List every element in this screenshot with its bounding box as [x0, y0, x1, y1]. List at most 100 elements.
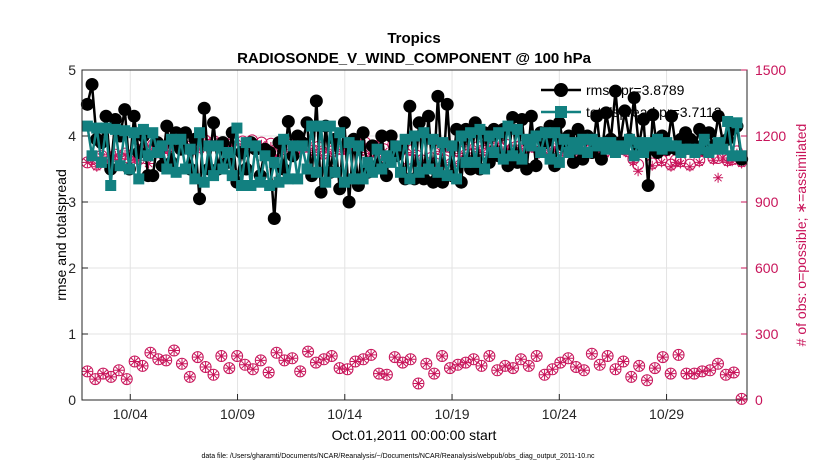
totalspread-point [637, 147, 649, 158]
obs-assimilated-point [405, 354, 416, 365]
rmse-point [552, 116, 566, 130]
obs-assimilated-point [334, 363, 345, 374]
totalspread-point [427, 133, 439, 145]
series-5 [82, 345, 747, 404]
totalspread-point [441, 170, 453, 182]
totalspread-point [254, 176, 266, 188]
rmse-point [665, 109, 679, 123]
obs-assimilated-point [200, 362, 211, 372]
obs-assimilated-point [106, 371, 116, 382]
obs-assimilated-point [303, 346, 314, 357]
totalspread-point [394, 166, 406, 178]
rmse-point [641, 179, 655, 192]
obs-assimilated-point [571, 362, 582, 372]
obs-assimilated-point [586, 348, 597, 359]
totalspread-point [250, 140, 262, 152]
x-tick-label: 10/24 [542, 406, 577, 422]
y-right-tick-label: 0 [755, 392, 763, 408]
obs-possible-point [711, 357, 724, 370]
totalspread-point [404, 173, 416, 185]
obs-possible-point [656, 351, 669, 364]
totalspread-point [726, 150, 738, 162]
obs-assimilated-point [381, 369, 392, 380]
totalspread-point [535, 147, 547, 158]
rmse-point [85, 78, 99, 92]
totalspread-point [357, 173, 369, 185]
obs-assimilated-point [311, 357, 321, 368]
obs-assimilated-point [137, 360, 148, 371]
totalspread-point [488, 147, 500, 158]
totalspread-point [609, 147, 621, 158]
y-right-tick-label: 900 [755, 194, 779, 210]
rmse-point [267, 212, 281, 225]
obs-assimilated-point [484, 351, 495, 361]
totalspread-point [324, 120, 336, 132]
obs-assimilated-point [169, 345, 180, 356]
totalspread-point [385, 156, 397, 168]
totalspread-point [240, 137, 252, 149]
totalspread-point [731, 117, 743, 129]
obs-assimilated-point [389, 352, 400, 363]
totalspread-point [334, 127, 346, 139]
y-left-tick-label: 1 [68, 326, 76, 342]
totalspread-point [273, 176, 285, 188]
x-axis-label: Oct.01,2011 00:00:00 start [332, 427, 497, 443]
obs-assimilated-point [271, 347, 282, 358]
obs-assimilated-point [684, 161, 695, 172]
totalspread-point [222, 147, 234, 158]
totalspread-point [451, 173, 463, 185]
obs-possible-point [254, 354, 267, 367]
totalspread-point [320, 176, 332, 188]
obs-possible-point [554, 356, 567, 369]
rmse-point [412, 116, 426, 130]
rmse-point [422, 109, 436, 123]
obs-assimilated-point [476, 360, 487, 371]
obs-assimilated-point [129, 356, 140, 367]
obs-assimilated-point [618, 356, 629, 367]
obs-assimilated-point [240, 359, 250, 370]
obs-possible-point [601, 350, 614, 362]
obs-possible-point [317, 353, 330, 366]
rmse-point [618, 104, 632, 118]
rmse-point [197, 101, 211, 115]
totalspread-point [226, 170, 238, 182]
obs-assimilated-point [563, 353, 574, 364]
totalspread-point [278, 133, 290, 145]
obs-assimilated-point [350, 356, 361, 367]
totalspread-point [530, 130, 542, 142]
obs-possible-point [302, 345, 315, 358]
legend-totalspread-label: totalspread pr=3.7112 [586, 104, 722, 120]
rmse-point [80, 97, 94, 111]
legend-totalspread-marker [555, 106, 567, 118]
obs-assimilated-point [255, 355, 266, 366]
obs-assimilated-point [705, 365, 716, 376]
totalspread-point [362, 156, 374, 168]
obs-assimilated-point [216, 351, 227, 361]
totalspread-point [511, 123, 523, 135]
totalspread-point [203, 140, 215, 152]
obs-possible-point [231, 350, 244, 362]
obs-possible-point [380, 368, 393, 381]
totalspread-point [189, 173, 201, 185]
totalspread-point [296, 140, 308, 152]
totalspread-point [390, 140, 402, 152]
obs-assimilated-point [224, 363, 235, 374]
rmse-point [608, 84, 622, 98]
obs-possible-point [593, 358, 606, 371]
obs-possible-point [191, 351, 204, 364]
obs-assimilated-point [208, 369, 219, 380]
obs-assimilated-point [708, 155, 719, 166]
totalspread-point [212, 140, 224, 152]
obs-possible-point [262, 366, 275, 379]
rmse-point [384, 129, 398, 143]
totalspread-point [282, 173, 294, 185]
x-tick-label: 10/19 [435, 406, 470, 422]
totalspread-point [409, 130, 420, 142]
obs-assimilated-point [120, 149, 130, 160]
obs-assimilated-point [736, 393, 747, 404]
obs-assimilated-point [675, 158, 686, 169]
y-left-tick-label: 2 [68, 260, 76, 276]
rmse-point [599, 106, 613, 120]
obs-assimilated-point [192, 352, 203, 363]
obs-assimilated-point [670, 157, 681, 168]
